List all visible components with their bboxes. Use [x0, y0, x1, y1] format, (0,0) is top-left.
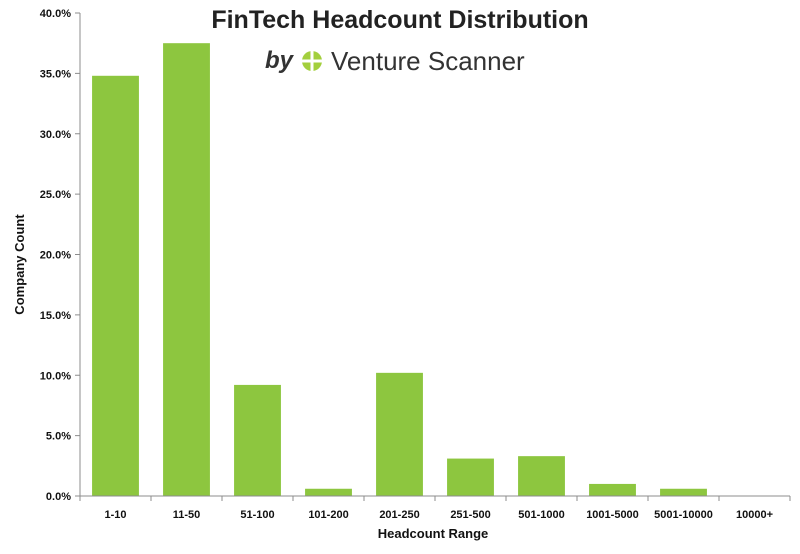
x-tick-label: 251-500	[450, 509, 490, 521]
y-tick-label: 5.0%	[46, 431, 71, 443]
x-tick-label: 51-100	[240, 509, 274, 521]
x-tick-label: 1001-5000	[586, 509, 639, 521]
bar-51-100	[234, 384, 281, 496]
x-tick-label: 101-200	[308, 509, 348, 521]
bar-101-200	[305, 488, 352, 496]
y-tick-label: 15.0%	[40, 310, 71, 322]
x-tick-label: 10000+	[736, 509, 773, 521]
x-tick-label: 501-1000	[518, 509, 565, 521]
by-text: by	[265, 47, 294, 74]
y-axis-title: Company Count	[12, 214, 27, 315]
x-tick-label: 11-50	[173, 509, 201, 521]
y-tick-label: 0.0%	[46, 491, 71, 503]
chart-title: FinTech Headcount Distribution	[211, 6, 589, 34]
x-tick-label: 5001-10000	[654, 509, 713, 521]
bar-11-50	[163, 43, 210, 496]
y-tick-label: 25.0%	[40, 189, 71, 201]
y-tick-label: 10.0%	[40, 370, 71, 382]
brand-name: Venture Scanner	[331, 45, 525, 76]
x-axis-title: Headcount Range	[378, 526, 489, 541]
y-tick-label: 20.0%	[40, 250, 71, 262]
bar-501-1000	[518, 456, 565, 496]
venture-scanner-logo-icon	[302, 51, 323, 71]
y-tick-label: 40.0%	[40, 8, 71, 20]
bar-5001-10000	[660, 488, 707, 496]
y-tick-label: 30.0%	[40, 129, 71, 141]
brand-line: by Venture Scanner	[265, 44, 525, 78]
bar-1-10	[92, 75, 139, 496]
x-tick-label: 201-250	[379, 509, 419, 521]
x-tick-label: 1-10	[104, 509, 126, 521]
bar-1001-5000	[589, 483, 636, 496]
bar-251-500	[447, 458, 494, 496]
bar-201-250	[376, 372, 423, 496]
y-tick-label: 35.0%	[40, 68, 71, 80]
